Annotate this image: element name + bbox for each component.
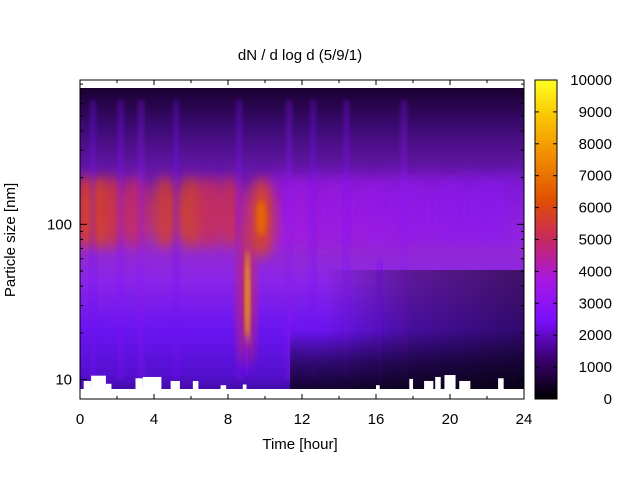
x-tick-label: 24 <box>516 411 533 428</box>
lowcut-bump <box>409 378 413 399</box>
y-axis-label: Particle size [nm] <box>2 183 19 297</box>
lowcut-bump <box>105 383 112 399</box>
lowcut-bump <box>220 385 227 399</box>
lowcut-bump <box>435 376 441 399</box>
colorbar-tick-label: 0 <box>604 391 612 408</box>
colorbar: 0 1000 2000 3000 4000 5000 6000 7000 8000 9000 100… <box>534 72 612 408</box>
lowcut-bump <box>91 375 106 399</box>
heatmap-streak <box>400 100 407 380</box>
x-axis-label: Time [hour] <box>262 436 337 453</box>
lowcut-bump <box>459 380 471 399</box>
heatmap-mode-cell <box>121 176 150 249</box>
lowcut-bump <box>444 375 456 399</box>
heatmap-streak <box>138 100 145 380</box>
x-tick-label: 4 <box>150 411 158 428</box>
y-tick-label: 10 <box>55 372 72 389</box>
y-tick-label: 100 <box>47 216 72 233</box>
heatmap-streak <box>343 100 350 380</box>
colorbar-tick-label: 7000 <box>579 168 612 185</box>
heatmap-streak <box>173 100 180 380</box>
lowcut-bump <box>424 380 434 399</box>
heatmap-event-core <box>256 199 267 236</box>
x-tick-label: 16 <box>368 411 385 428</box>
heatmap-bottom-shade <box>290 330 524 399</box>
lowcut-bump <box>83 380 92 399</box>
colorbar-ticks: 0 1000 2000 3000 4000 5000 6000 7000 8000 9000 100… <box>535 72 612 408</box>
lowcut-bump <box>242 384 247 399</box>
colorbar-tick-label: 2000 <box>579 327 612 344</box>
colorbar-tick-label: 3000 <box>579 295 612 312</box>
heatmap-streak <box>89 100 96 380</box>
x-tick-label: 8 <box>224 411 232 428</box>
heatmap-streak <box>310 100 317 380</box>
heatmap-cells <box>80 100 524 383</box>
lowcut-bump <box>192 380 199 399</box>
lowcut-base <box>80 388 524 399</box>
heatmap-mode-cell <box>465 174 524 251</box>
colorbar-tick-label: 6000 <box>579 200 612 217</box>
colorbar-tick-label: 1000 <box>579 359 612 376</box>
colorbar-tick-label: 9000 <box>579 104 612 121</box>
heatmap-streak <box>286 100 293 380</box>
colorbar-tick-label: 8000 <box>579 136 612 153</box>
y-axis: 10 100 <box>47 83 524 389</box>
heatmap-mode-cell <box>151 176 180 249</box>
chart-title: dN / d log d (5/9/1) <box>238 47 362 64</box>
x-tick-label: 12 <box>294 411 311 428</box>
heatmap-mode-cell <box>195 176 224 249</box>
colorbar-tick-label: 10000 <box>570 72 612 89</box>
lowcut-bump <box>498 378 504 399</box>
heatmap-plot-area <box>80 88 524 399</box>
heatmap-streak <box>117 100 124 380</box>
x-tick-label: 20 <box>442 411 459 428</box>
x-axis: 0 4 8 12 16 20 24 <box>76 80 533 428</box>
colorbar-tick-label: 5000 <box>579 232 612 249</box>
heatmap-lowcut-mask <box>80 375 524 399</box>
lowcut-bump <box>170 380 180 399</box>
lowcut-bump <box>135 378 143 399</box>
lowcut-bump <box>142 376 162 399</box>
heatmap-streak <box>236 100 243 380</box>
lowcut-bump <box>376 385 380 399</box>
colorbar-tick-label: 4000 <box>579 263 612 280</box>
x-tick-label: 0 <box>76 411 84 428</box>
